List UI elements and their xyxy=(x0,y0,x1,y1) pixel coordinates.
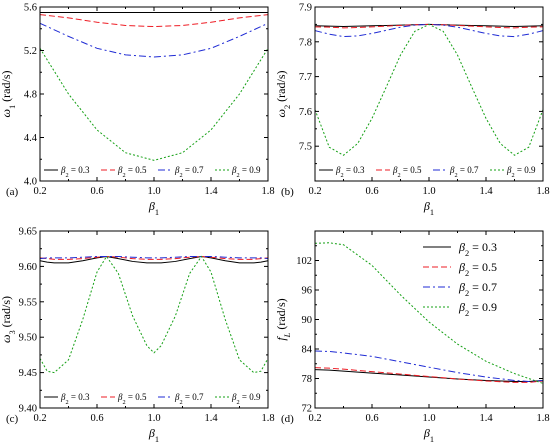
x-tick-label: 0.2 xyxy=(33,413,46,424)
y-tick-label: 90 xyxy=(302,315,313,326)
legend-label: β2 = 0.5 xyxy=(117,165,147,179)
y-tick-label: 4.4 xyxy=(24,133,38,144)
y-tick-label: 7.7 xyxy=(299,72,312,83)
legend-label: β2 = 0.9 xyxy=(458,300,497,318)
x-tick-label: 1.8 xyxy=(536,186,549,197)
y-tick-label: 84 xyxy=(302,345,313,356)
x-tick-label: 1.4 xyxy=(204,186,218,197)
legend-label: β2 = 0.5 xyxy=(392,165,422,179)
legend-label: β2 = 0.5 xyxy=(458,260,497,278)
x-tick-label: 1.0 xyxy=(147,186,160,197)
x-tick-label: 0.6 xyxy=(365,186,378,197)
legend-label: β2 = 0.7 xyxy=(174,392,204,406)
series-line-s09 xyxy=(40,255,268,374)
panel-c: 0.2 0.6 1.0 1.4 1.8 9.40 9.45 9.50 9.55 9.60 9.65 β… xyxy=(0,227,275,444)
series-line-s03 xyxy=(40,255,268,264)
legend-label: β2 = 0.9 xyxy=(506,165,536,179)
x-axis-label: β1 xyxy=(148,426,159,444)
y-tick-label: 102 xyxy=(296,256,312,267)
x-tick-label: 1.0 xyxy=(147,413,160,424)
y-tick-label: 7.5 xyxy=(299,142,312,153)
y-axis-label: fL (rad/s) xyxy=(274,298,292,340)
y-tick-label: 7.8 xyxy=(299,37,312,48)
legend-label: β2 = 0.3 xyxy=(335,165,365,179)
panel-tag: (c) xyxy=(6,413,19,425)
series-line-s07 xyxy=(315,350,543,382)
x-tick-label: 1.0 xyxy=(422,413,435,424)
series-line-s05 xyxy=(315,23,543,29)
y-axis-label: ω3 (rad/s) xyxy=(0,296,17,343)
panel-a: 0.2 0.6 1.0 1.4 1.8 4.0 4.4 4.8 5.2 5.6 β1 ω1 (rad/… xyxy=(0,3,275,217)
legend-label: β2 = 0.9 xyxy=(231,165,261,179)
legend-label: β2 = 0.9 xyxy=(231,392,261,406)
x-tick-label: 1.8 xyxy=(536,413,549,424)
y-tick-label: 9.50 xyxy=(19,333,37,344)
series-line-s05 xyxy=(40,14,268,28)
x-tick-label: 0.6 xyxy=(365,413,378,424)
y-tick-label: 9.40 xyxy=(19,404,37,415)
y-tick-label: 7.9 xyxy=(299,3,312,14)
legend-label: β2 = 0.3 xyxy=(458,240,497,258)
x-axis-label: β1 xyxy=(148,199,159,217)
x-tick-label: 0.6 xyxy=(90,186,103,197)
x-tick-label: 1.0 xyxy=(422,186,435,197)
x-tick-label: 1.8 xyxy=(261,413,274,424)
y-tick-label: 4.0 xyxy=(24,177,37,188)
legend-label: β2 = 0.7 xyxy=(174,165,204,179)
series-line-s09 xyxy=(315,23,543,156)
x-tick-label: 0.2 xyxy=(33,186,46,197)
y-axis-label: ω2 (rad/s) xyxy=(274,71,292,118)
y-tick-label: 7.6 xyxy=(299,107,312,118)
y-tick-label: 78 xyxy=(302,374,313,385)
panel-tag: (b) xyxy=(281,186,294,198)
y-tick-label: 5.2 xyxy=(24,46,37,57)
series-line-s07 xyxy=(40,22,268,58)
legend-label: β2 = 0.7 xyxy=(458,280,497,298)
plot-frame xyxy=(39,6,269,182)
x-tick-label: 0.6 xyxy=(90,413,103,424)
x-tick-label: 1.8 xyxy=(261,186,274,197)
legend-label: β2 = 0.3 xyxy=(60,392,90,406)
series-line-s09 xyxy=(40,48,268,161)
y-tick-label: 4.8 xyxy=(24,90,37,101)
legend-label: β2 = 0.7 xyxy=(449,165,479,179)
panel-b: 0.2 0.6 1.0 1.4 1.8 7.5 7.6 7.7 7.8 7.9 β1 ω2 (rad/… xyxy=(274,3,550,217)
series-line-s03 xyxy=(315,369,543,382)
series-line-s05 xyxy=(315,367,543,383)
y-tick-label: 9.45 xyxy=(19,368,37,379)
x-tick-label: 1.4 xyxy=(479,186,493,197)
panel-tag: (a) xyxy=(6,186,19,198)
panel-tag: (d) xyxy=(281,413,294,425)
x-axis-label: β1 xyxy=(423,199,434,217)
legend-label: β2 = 0.5 xyxy=(117,392,147,406)
series-line-s07 xyxy=(40,255,268,260)
x-axis-label: β1 xyxy=(423,426,434,444)
x-tick-label: 0.2 xyxy=(308,413,321,424)
y-tick-label: 9.60 xyxy=(19,262,37,273)
y-tick-label: 9.65 xyxy=(19,227,37,238)
y-tick-label: 72 xyxy=(302,404,313,415)
x-tick-label: 1.4 xyxy=(479,413,493,424)
panel-d: 0.2 0.6 1.0 1.4 1.8 72 78 84 90 96 102 β1 fL (rad/s)… xyxy=(274,230,550,444)
legend-label: β2 = 0.3 xyxy=(60,165,90,179)
y-tick-label: 5.6 xyxy=(24,3,37,14)
x-tick-label: 0.2 xyxy=(308,186,321,197)
plot-frame xyxy=(314,6,544,182)
x-tick-label: 1.4 xyxy=(204,413,218,424)
y-tick-label: 96 xyxy=(302,286,313,297)
series-line-s09 xyxy=(315,242,543,384)
y-axis-label: ω1 (rad/s) xyxy=(0,71,17,118)
y-tick-label: 9.55 xyxy=(19,297,37,308)
